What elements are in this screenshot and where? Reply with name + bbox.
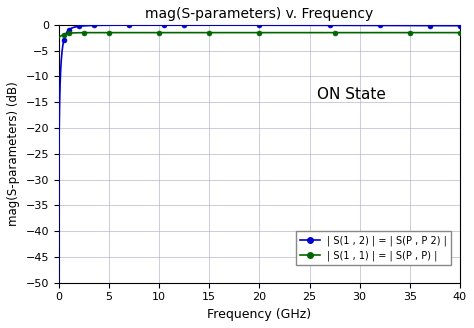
Legend: | S(1 , 2) | = | S(P , P 2) |, | S(1 , 1) | = | S(P , P) |: | S(1 , 2) | = | S(P , P 2) |, | S(1 , 1… [296, 231, 451, 265]
X-axis label: Frequency (GHz): Frequency (GHz) [207, 308, 311, 321]
Y-axis label: mag(S-parameters) (dB): mag(S-parameters) (dB) [7, 81, 20, 226]
Text: ON State: ON State [317, 87, 386, 102]
Title: mag(S-parameters) v. Frequency: mag(S-parameters) v. Frequency [145, 7, 374, 21]
